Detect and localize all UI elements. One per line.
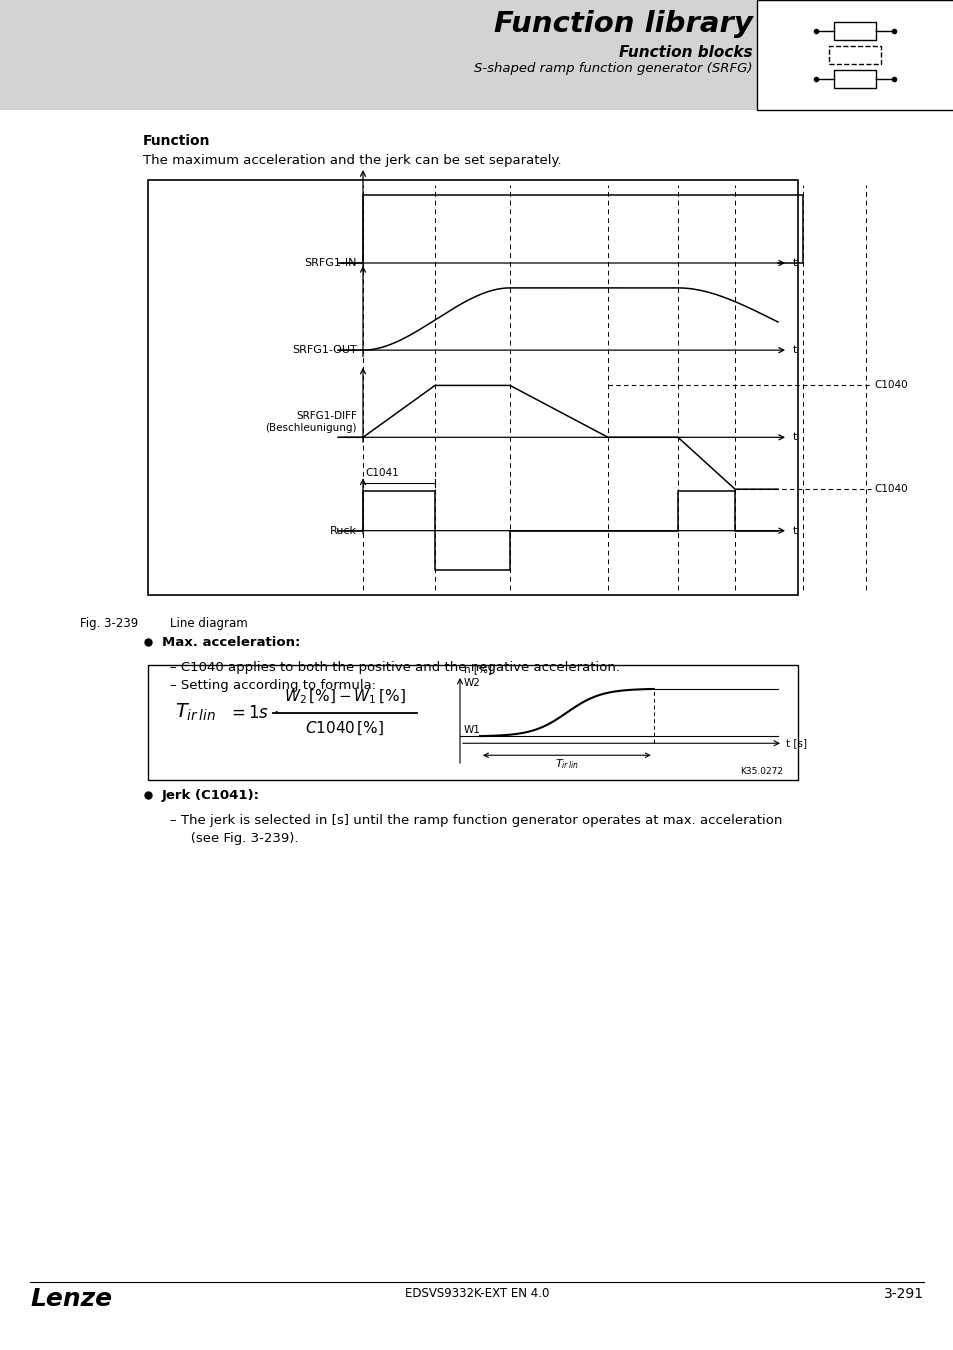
- Text: – C1040 applies to both the positive and the negative acceleration.: – C1040 applies to both the positive and…: [170, 662, 619, 674]
- Text: – The jerk is selected in [s] until the ramp function generator operates at max.: – The jerk is selected in [s] until the …: [170, 814, 781, 828]
- Text: Function blocks: Function blocks: [618, 45, 752, 59]
- Text: S-shaped ramp function generator (SRFG): S-shaped ramp function generator (SRFG): [474, 62, 752, 76]
- Text: K35.0272: K35.0272: [740, 767, 782, 776]
- Text: $T_{ir\,lin}$: $T_{ir\,lin}$: [555, 757, 578, 771]
- Bar: [834, 70, 876, 88]
- Text: SRFG1-DIFF
(Beschleunigung): SRFG1-DIFF (Beschleunigung): [265, 410, 356, 432]
- Text: n [%]: n [%]: [463, 664, 492, 674]
- Bar: [148, 180, 797, 595]
- Text: $T_{ir\,lin}$: $T_{ir\,lin}$: [174, 702, 215, 724]
- Text: C1040: C1040: [873, 381, 906, 390]
- Text: C1041: C1041: [365, 468, 398, 478]
- Text: SRFG1-IN: SRFG1-IN: [304, 258, 356, 269]
- Text: The maximum acceleration and the jerk can be set separately.: The maximum acceleration and the jerk ca…: [143, 154, 561, 167]
- Text: Line diagram: Line diagram: [170, 617, 248, 630]
- Text: $C1040\,[\%]$: $C1040\,[\%]$: [305, 720, 384, 737]
- Bar: [757, 0, 953, 109]
- Text: Ruck: Ruck: [330, 525, 356, 536]
- Text: W1: W1: [463, 725, 480, 736]
- Bar: [0, 0, 760, 109]
- Text: t: t: [792, 258, 797, 269]
- Text: $W_2\,[\%] - W_1\,[\%]$: $W_2\,[\%] - W_1\,[\%]$: [284, 687, 405, 706]
- Text: Jerk (C1041):: Jerk (C1041):: [162, 788, 260, 802]
- Text: t: t: [792, 525, 797, 536]
- Text: Function library: Function library: [494, 9, 752, 38]
- Text: Fig. 3-239: Fig. 3-239: [80, 617, 138, 630]
- Bar: [834, 22, 876, 39]
- Text: t: t: [792, 432, 797, 443]
- Text: – Setting according to formula:: – Setting according to formula:: [170, 679, 375, 693]
- Text: C1040: C1040: [873, 485, 906, 494]
- Text: Function: Function: [143, 134, 211, 148]
- Text: EDSVS9332K-EXT EN 4.0: EDSVS9332K-EXT EN 4.0: [404, 1287, 549, 1300]
- Text: Max. acceleration:: Max. acceleration:: [162, 636, 300, 648]
- Text: (see Fig. 3-239).: (see Fig. 3-239).: [178, 832, 298, 845]
- Text: t: t: [792, 346, 797, 355]
- Bar: [148, 666, 797, 780]
- Text: SRFG1-OUT: SRFG1-OUT: [292, 346, 356, 355]
- Text: $= 1s\,\cdot$: $= 1s\,\cdot$: [228, 703, 279, 721]
- Text: Lenze: Lenze: [30, 1287, 112, 1311]
- Text: t [s]: t [s]: [785, 738, 806, 748]
- Text: W2: W2: [463, 678, 480, 687]
- Bar: [828, 46, 881, 63]
- Text: 3-291: 3-291: [882, 1287, 923, 1301]
